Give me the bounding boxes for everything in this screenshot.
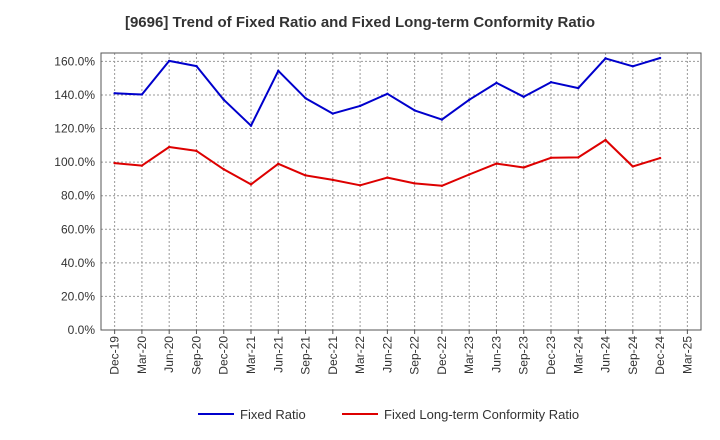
- data-point: [167, 145, 171, 149]
- series-line-1: [114, 57, 661, 127]
- data-point: [358, 184, 362, 187]
- x-tick-label: Dec-19: [108, 336, 122, 375]
- x-tick-label: Dec-24: [653, 336, 667, 375]
- x-tick-label: Jun-22: [380, 336, 394, 373]
- data-point: [140, 93, 144, 96]
- x-tick-label: Dec-21: [326, 336, 340, 375]
- legend-label-2: Fixed Long-term Conformity Ratio: [384, 407, 579, 422]
- data-point: [195, 64, 198, 68]
- data-point: [658, 156, 662, 160]
- y-tick-label: 20.0%: [61, 289, 95, 303]
- data-point: [331, 178, 335, 182]
- data-point: [549, 81, 553, 84]
- data-point: [658, 56, 662, 60]
- data-point: [304, 96, 307, 100]
- plot-frame: [100, 52, 702, 331]
- data-point: [522, 95, 525, 99]
- data-point: [440, 118, 444, 121]
- legend-label-1: Fixed Ratio: [240, 407, 306, 422]
- data-point: [549, 156, 553, 159]
- x-tick-label: Mar-20: [135, 336, 149, 374]
- data-point: [413, 109, 416, 112]
- data-point: [195, 149, 198, 153]
- data-point: [304, 174, 307, 177]
- data-point: [222, 98, 225, 101]
- x-tick-label: Mar-24: [571, 336, 585, 374]
- x-tick-label: Dec-23: [544, 336, 558, 375]
- y-tick-label: 0.0%: [68, 323, 96, 337]
- x-tick-label: Sep-23: [517, 336, 531, 375]
- x-tick-label: Dec-20: [217, 336, 231, 375]
- y-tick-label: 120.0%: [54, 122, 95, 136]
- y-tick-label: 80.0%: [61, 189, 95, 203]
- chart-title: [9696] Trend of Fixed Ratio and Fixed Lo…: [124, 14, 596, 31]
- data-point: [331, 112, 335, 115]
- data-point: [249, 183, 253, 186]
- x-tick-label: Sep-20: [189, 336, 203, 375]
- x-tick-label: Sep-22: [408, 336, 422, 375]
- y-tick-label: 140.0%: [54, 88, 95, 102]
- x-tick-label: Jun-23: [489, 336, 503, 373]
- data-point: [467, 98, 471, 102]
- x-tick-label: Dec-22: [435, 336, 449, 375]
- data-point: [358, 104, 362, 108]
- data-point: [386, 92, 389, 95]
- data-point: [631, 65, 635, 68]
- data-point: [277, 69, 280, 72]
- x-tick-label: Mar-21: [244, 336, 258, 374]
- data-point: [495, 81, 498, 85]
- data-point: [277, 162, 280, 165]
- data-point: [386, 176, 389, 179]
- data-point: [577, 86, 580, 90]
- data-point: [113, 161, 116, 165]
- data-point: [440, 184, 444, 187]
- y-tick-label: 160.0%: [54, 54, 95, 68]
- x-tick-label: Sep-21: [299, 336, 313, 375]
- x-tick-label: Jun-21: [271, 336, 285, 373]
- y-tick-label: 100.0%: [54, 155, 95, 169]
- y-tick-label: 60.0%: [61, 222, 95, 236]
- x-tick-label: Sep-24: [626, 336, 640, 375]
- data-point: [167, 59, 171, 63]
- x-tick-label: Jun-20: [162, 336, 176, 373]
- data-point: [249, 124, 253, 127]
- data-point: [113, 92, 116, 95]
- x-tick-label: Mar-22: [353, 336, 367, 374]
- data-point: [140, 164, 144, 167]
- data-point: [495, 162, 498, 165]
- x-tick-label: Mar-23: [462, 336, 476, 374]
- data-point: [604, 57, 607, 60]
- data-point: [467, 173, 471, 176]
- data-point: [222, 168, 225, 171]
- x-tick-label: Mar-25: [680, 336, 694, 374]
- x-tick-label: Jun-24: [599, 336, 613, 373]
- data-point: [604, 138, 607, 142]
- data-point: [413, 182, 416, 185]
- y-tick-label: 40.0%: [61, 256, 95, 270]
- data-point: [631, 165, 635, 168]
- data-point: [522, 166, 525, 169]
- data-point: [577, 156, 580, 159]
